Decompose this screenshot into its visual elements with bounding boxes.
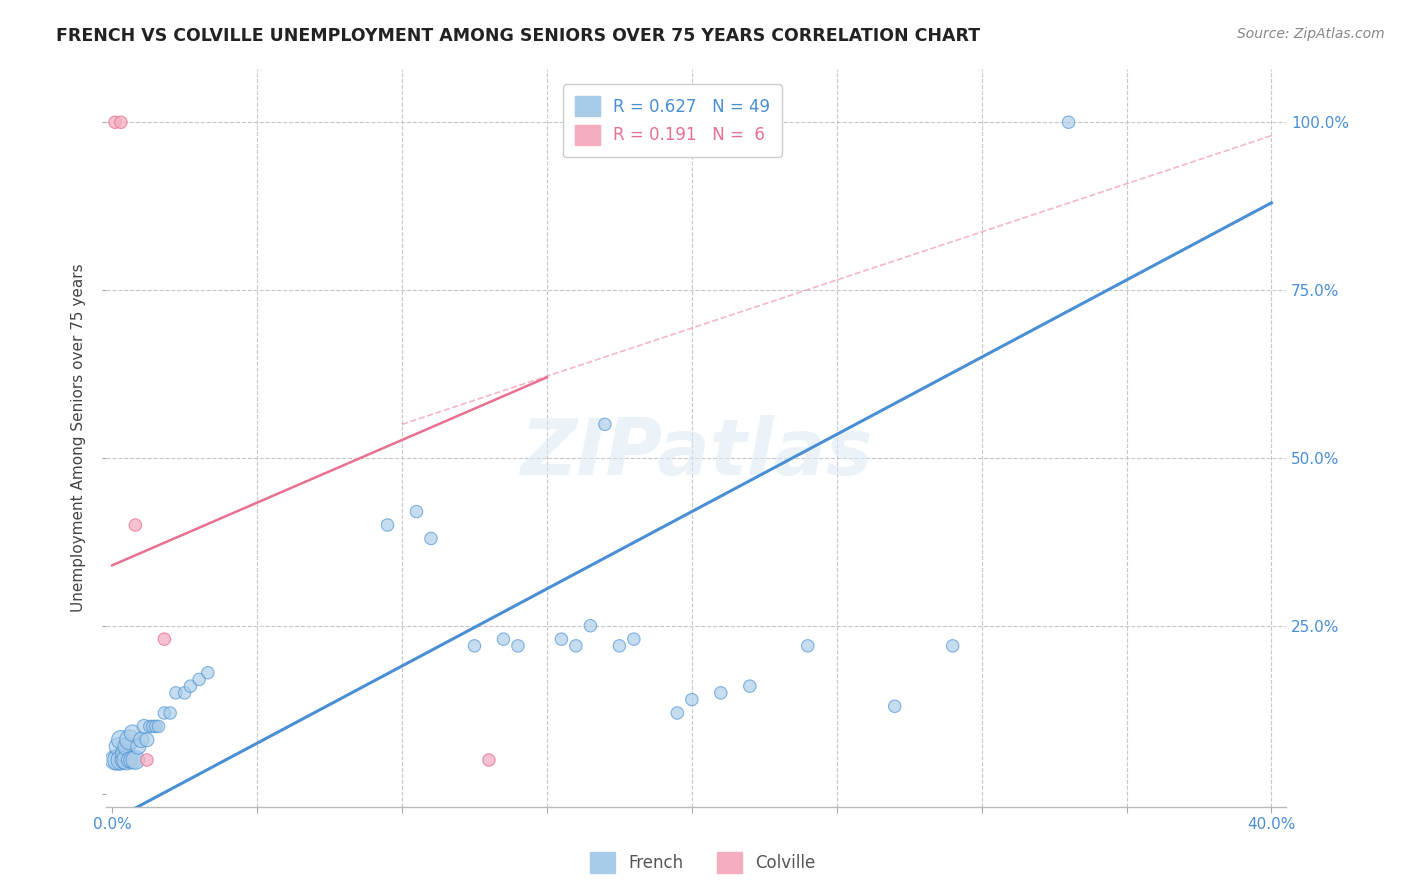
Point — [104, 115, 127, 129]
Point — [173, 686, 195, 700]
Legend: French, Colville: French, Colville — [583, 846, 823, 880]
Text: FRENCH VS COLVILLE UNEMPLOYMENT AMONG SENIORS OVER 75 YEARS CORRELATION CHART: FRENCH VS COLVILLE UNEMPLOYMENT AMONG SE… — [56, 27, 980, 45]
Text: Source: ZipAtlas.com: Source: ZipAtlas.com — [1237, 27, 1385, 41]
Point — [107, 753, 129, 767]
Point — [104, 753, 127, 767]
Point — [124, 753, 146, 767]
Point — [145, 719, 167, 733]
Point — [738, 679, 761, 693]
Point — [112, 746, 135, 760]
Point — [127, 739, 149, 754]
Point — [405, 505, 427, 519]
Point — [593, 417, 616, 432]
Point — [883, 699, 905, 714]
Point — [115, 739, 138, 754]
Point — [188, 673, 211, 687]
Point — [179, 679, 201, 693]
Point — [136, 732, 159, 747]
Point — [148, 719, 170, 733]
Point — [1057, 115, 1080, 129]
Point — [579, 618, 602, 632]
Point — [110, 753, 132, 767]
Point — [710, 686, 733, 700]
Point — [197, 665, 219, 680]
Point — [115, 753, 138, 767]
Point — [142, 719, 165, 733]
Point — [139, 719, 162, 733]
Point — [110, 115, 132, 129]
Point — [107, 739, 129, 754]
Point — [118, 732, 141, 747]
Point — [623, 632, 645, 647]
Point — [136, 753, 159, 767]
Point — [377, 518, 399, 533]
Point — [797, 639, 820, 653]
Legend: R = 0.627   N = 49, R = 0.191   N =  6: R = 0.627 N = 49, R = 0.191 N = 6 — [562, 84, 782, 157]
Text: ZIPatlas: ZIPatlas — [520, 415, 872, 491]
Point — [565, 639, 588, 653]
Point — [129, 732, 152, 747]
Point — [420, 532, 443, 546]
Point — [153, 632, 176, 647]
Y-axis label: Unemployment Among Seniors over 75 years: Unemployment Among Seniors over 75 years — [72, 263, 86, 612]
Point — [153, 706, 176, 720]
Point — [506, 639, 529, 653]
Point — [492, 632, 515, 647]
Point — [609, 639, 631, 653]
Point — [666, 706, 689, 720]
Point — [165, 686, 187, 700]
Point — [463, 639, 485, 653]
Point — [112, 753, 135, 767]
Point — [132, 719, 155, 733]
Point — [121, 726, 143, 740]
Point — [942, 639, 965, 653]
Point — [550, 632, 572, 647]
Point — [159, 706, 181, 720]
Point — [681, 692, 703, 706]
Point — [110, 732, 132, 747]
Point — [478, 753, 501, 767]
Point — [121, 753, 143, 767]
Point — [118, 753, 141, 767]
Point — [124, 518, 146, 533]
